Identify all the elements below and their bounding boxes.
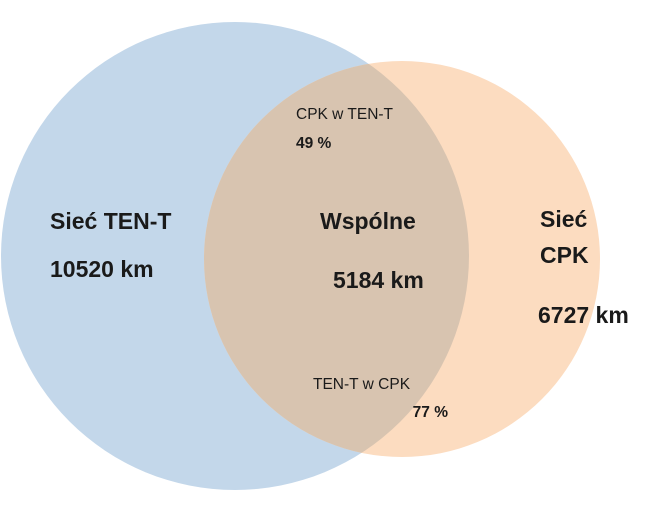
note-label: TEN-T w CPK xyxy=(313,376,411,393)
right-set-length: 6727 km xyxy=(538,302,629,328)
left-set-label: Sieć TEN-T xyxy=(50,208,171,234)
left-set-length: 10520 km xyxy=(50,256,154,282)
overlap-region xyxy=(204,61,469,457)
intersection-label: Wspólne xyxy=(320,208,416,234)
right-set-label: Sieć xyxy=(540,206,588,232)
right-set-label: CPK xyxy=(540,242,589,268)
note-label: CPK w TEN-T xyxy=(296,106,394,123)
note-value: 49 % xyxy=(296,135,332,152)
note-value: 77 % xyxy=(413,404,449,421)
intersection-length: 5184 km xyxy=(333,267,424,293)
